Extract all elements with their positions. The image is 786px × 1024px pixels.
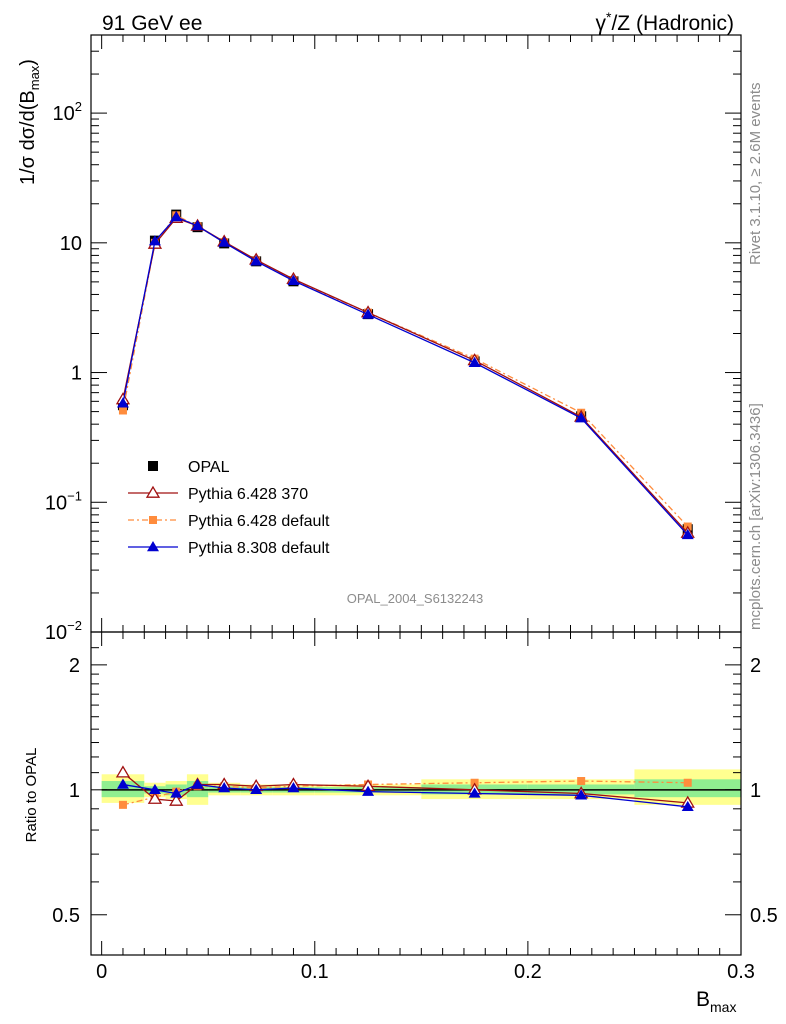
series-3-point bbox=[250, 255, 263, 266]
x-axis-label: Bmax bbox=[696, 988, 736, 1015]
series-2-ratio-point bbox=[683, 778, 692, 787]
legend-marker-2 bbox=[149, 516, 157, 524]
series-3-point bbox=[468, 356, 481, 367]
main-plot-panel: 10−2 10−1 1 10 102 bbox=[45, 34, 742, 644]
series-3-ratio-point bbox=[681, 800, 694, 812]
series-3-ratio-point bbox=[218, 782, 231, 793]
series-3-ratio-point bbox=[575, 789, 588, 800]
legend-label-0: OPAL bbox=[188, 459, 230, 476]
x-tick-label: 0 bbox=[96, 961, 107, 983]
y-tick-label: 1 bbox=[71, 363, 82, 385]
series-3-ratio-point bbox=[116, 778, 129, 789]
ratio-plot-panel: 0 0.1 0.2 0.3 0.5 0.5 1 1 2 2 bbox=[52, 631, 778, 983]
x-tick-label: 0.1 bbox=[301, 961, 329, 983]
ratio-plot-frame bbox=[90, 631, 742, 956]
watermark: OPAL_2004_S6132243 bbox=[347, 591, 483, 606]
series-2-line bbox=[122, 214, 689, 527]
series-3-point bbox=[218, 236, 231, 247]
series-3-point bbox=[170, 211, 183, 222]
series-3-ratio-point bbox=[148, 783, 161, 795]
series-3-point bbox=[575, 412, 588, 423]
ratio-y-tick-label: 1 bbox=[750, 780, 761, 802]
ratio-y-axis-label: Ratio to OPAL bbox=[23, 748, 40, 843]
series-3-point bbox=[191, 219, 204, 231]
rivet-label: Rivet 3.1.10, ≥ 2.6M events bbox=[747, 83, 764, 266]
legend-label-2: Pythia 6.428 default bbox=[188, 513, 330, 530]
ratio-y-tick-label: 2 bbox=[69, 655, 80, 677]
series-3-ratio-point bbox=[170, 787, 183, 798]
y-tick-label: 10 bbox=[60, 233, 82, 255]
y-tick-label: 10−1 bbox=[45, 488, 82, 514]
series-2-point bbox=[118, 406, 127, 415]
legend-marker-1 bbox=[145, 485, 161, 498]
ratio-band-inner bbox=[634, 779, 741, 798]
legend-marker-3 bbox=[147, 541, 159, 552]
series-3-point bbox=[116, 397, 129, 408]
series-2-ratio-point bbox=[577, 777, 586, 786]
x-tick-label: 0.2 bbox=[514, 961, 542, 983]
series-1-ratio-point bbox=[169, 793, 184, 806]
mcplots-label: mcplots.cern.ch [arXiv:1306.3436] bbox=[747, 403, 764, 630]
header-left: 91 GeV ee bbox=[102, 12, 202, 35]
series-3-ratio-point bbox=[468, 787, 481, 798]
legend-marker-0 bbox=[148, 461, 158, 471]
ratio-y-tick-label: 0.5 bbox=[750, 905, 778, 927]
series-2-ratio-point bbox=[118, 800, 127, 809]
series-3-point bbox=[681, 528, 694, 540]
series-1-ratio-point bbox=[147, 791, 163, 804]
y-tick-label: 102 bbox=[53, 99, 82, 125]
legend-label-1: Pythia 6.428 370 bbox=[188, 486, 308, 503]
series-3-ratio-point bbox=[362, 785, 375, 796]
series-3-point bbox=[362, 308, 375, 319]
top-y-axis-label: 1/σ dσ/d(Bmax) bbox=[17, 59, 42, 185]
legend: OPAL Pythia 6.428 370 Pythia 6.428 default… bbox=[128, 459, 330, 557]
series-3-ratio-point bbox=[250, 783, 263, 795]
x-tick-label: 0.3 bbox=[727, 961, 755, 983]
y-tick-label: 10−2 bbox=[45, 618, 82, 644]
ratio-y-tick-label: 0.5 bbox=[52, 905, 80, 927]
series-3-point bbox=[287, 274, 300, 285]
series-3-ratio-point bbox=[287, 782, 300, 793]
series-1-ratio-point bbox=[115, 765, 131, 778]
series-3-ratio-point bbox=[191, 778, 204, 789]
ratio-y-tick-label: 1 bbox=[69, 780, 80, 802]
ratio-y-tick-label: 2 bbox=[750, 655, 761, 677]
header-right: γ*/Z (Hadronic) bbox=[596, 9, 734, 35]
series-3-point bbox=[148, 235, 161, 246]
legend-label-3: Pythia 8.308 default bbox=[188, 540, 330, 557]
